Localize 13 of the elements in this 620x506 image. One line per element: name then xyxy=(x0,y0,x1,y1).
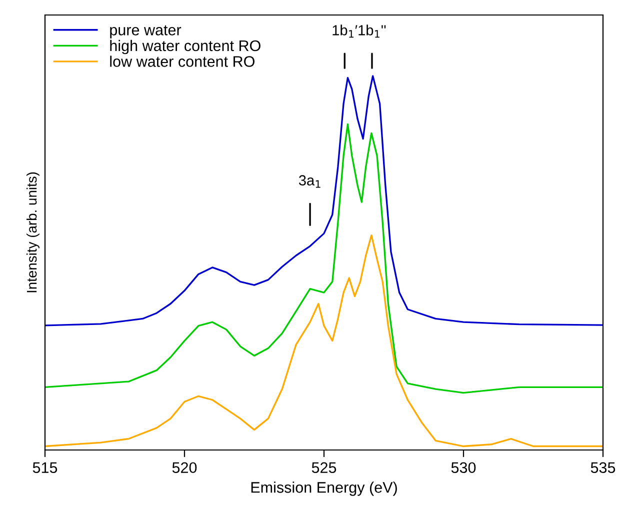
x-tick-label: 515 xyxy=(32,462,58,474)
text: 1b$_{1}$'' xyxy=(358,24,386,38)
x-tick-label: 520 xyxy=(172,462,197,474)
annotation: 3a$_{1}$ xyxy=(298,175,320,188)
text: 1b$_{1}$′ xyxy=(332,24,358,38)
x-tick-label: 530 xyxy=(451,462,476,474)
y-axis-title: Intensity (arb. units) xyxy=(26,172,40,292)
x-axis-title: Emission Energy (eV) xyxy=(251,482,397,496)
x-tick-label: 525 xyxy=(312,462,336,474)
legend-label: low water content RO xyxy=(110,56,254,67)
legend-label: high water content RO xyxy=(110,40,260,54)
x-tick-label: 535 xyxy=(590,462,616,474)
legend-label: pure water xyxy=(110,25,182,38)
